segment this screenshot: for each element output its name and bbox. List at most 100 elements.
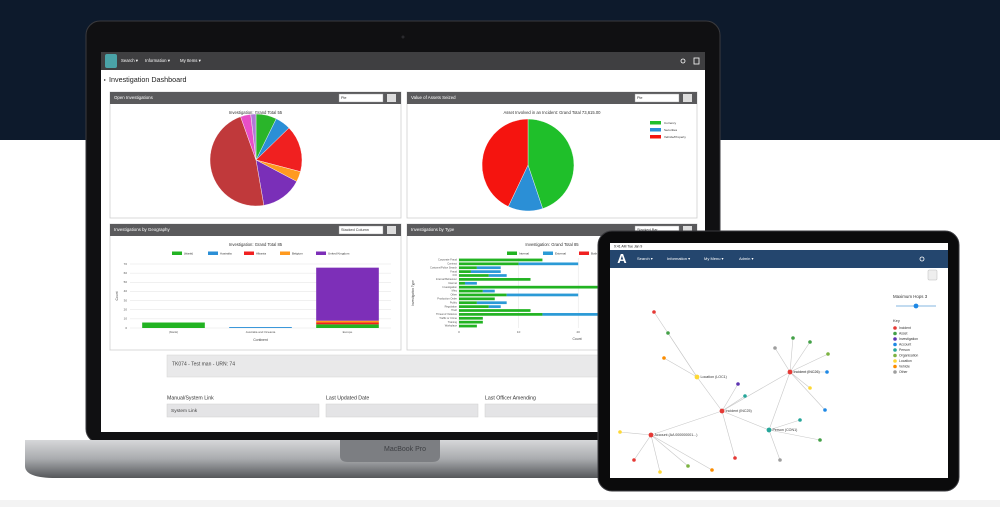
page-title: Investigation Dashboard (109, 75, 187, 84)
bar-segment (464, 281, 477, 285)
legend-swatch (208, 251, 218, 255)
graph-node[interactable] (826, 352, 830, 356)
y-axis-label: Investigation Type (411, 280, 415, 306)
nav-bar (101, 52, 705, 70)
graph-node[interactable] (710, 468, 714, 472)
graph-node[interactable] (766, 427, 772, 433)
y-tick-label: Workplace (445, 324, 458, 328)
graph-node[interactable] (618, 430, 622, 434)
y-tick-label: Customs/Police Search (430, 265, 458, 269)
hops-handle[interactable] (913, 303, 919, 309)
search-icon[interactable] (919, 256, 925, 262)
graph-node[interactable] (648, 432, 654, 438)
nav-item[interactable]: Search ▾ (637, 256, 653, 261)
chart-type-select[interactable] (338, 225, 384, 235)
graph-node[interactable] (719, 408, 725, 414)
graph-node[interactable] (736, 382, 740, 386)
nav-item[interactable]: Search ▾ (121, 58, 138, 63)
graph-node[interactable] (632, 458, 636, 462)
panel-header (110, 92, 401, 104)
y-tick-label: FOI (453, 273, 458, 277)
bar-segment (488, 274, 507, 277)
laptop-notch (340, 440, 440, 462)
bar-segment (459, 320, 483, 324)
graph-edge (768, 429, 821, 441)
legend-label: (blank) (184, 251, 193, 255)
legend-swatch (650, 121, 661, 125)
nav-item[interactable]: Admin ▾ (739, 256, 753, 261)
graph-edge (619, 431, 652, 436)
graph-node[interactable] (733, 456, 737, 460)
chart-type-select[interactable] (634, 93, 680, 103)
bar-segment (459, 278, 531, 281)
graph-node[interactable] (818, 438, 822, 442)
nav-item[interactable]: Information ▾ (145, 58, 170, 63)
key-label: Account (899, 342, 911, 346)
graph-edge (696, 376, 723, 412)
y-tick-label: 10 (124, 317, 128, 321)
bar-segment (316, 267, 379, 321)
field-box[interactable] (166, 403, 320, 418)
graph-node[interactable] (778, 458, 782, 462)
graph-node[interactable] (808, 340, 812, 344)
graph-edge (789, 353, 829, 373)
app-logo (105, 54, 117, 68)
graph-node[interactable] (787, 369, 793, 375)
graph-node[interactable] (773, 346, 777, 350)
panel-search[interactable] (683, 226, 692, 234)
status-bar: 9:41 AM Tue Jan 9 (614, 244, 642, 248)
key-swatch (893, 348, 897, 352)
y-tick-label: Training (448, 320, 458, 324)
y-tick-label: Traffic or Crime (439, 316, 457, 320)
graph-node[interactable] (823, 408, 827, 412)
field-label: Manual/System Link (167, 395, 214, 401)
field-box[interactable] (325, 403, 479, 418)
pie-slice (527, 118, 575, 209)
nav-item[interactable]: Information ▾ (667, 256, 690, 261)
graph-edge (721, 410, 770, 431)
panel-search[interactable] (683, 94, 692, 102)
bar-segment (482, 289, 495, 293)
key-swatch (893, 337, 897, 341)
graph-node[interactable] (743, 394, 747, 398)
y-tick-label: Contract (447, 262, 457, 266)
record-text: TK074 - Test man - URN: 74 (172, 361, 235, 367)
x-tick-label: Australia and Oceania (246, 330, 276, 334)
node-label: Account (AA 000000001...) (655, 433, 698, 437)
graph-node[interactable] (658, 470, 662, 474)
bar-segment (316, 322, 379, 325)
graph-node[interactable] (825, 370, 829, 374)
field-label: Last Officer Amending (485, 395, 536, 401)
bar-segment (316, 324, 379, 328)
graph-edge (768, 429, 781, 461)
search-icon[interactable] (680, 58, 686, 64)
legend-label: Albania (256, 251, 266, 255)
panel-search[interactable] (387, 226, 396, 234)
export-button[interactable] (927, 269, 938, 281)
tablet-nav-bar (610, 250, 948, 268)
logout-icon[interactable] (693, 57, 700, 65)
graph-node[interactable] (686, 464, 690, 468)
nav-item[interactable]: My Items ▾ (180, 58, 201, 63)
key-label: Person (899, 348, 910, 352)
y-axis-label: Count (115, 291, 119, 300)
y-tick-label: 70 (124, 262, 128, 266)
nav-item[interactable]: My Menu ▾ (704, 256, 724, 261)
graph-node[interactable] (662, 356, 666, 360)
bar-segment (488, 305, 501, 308)
graph-node[interactable] (808, 386, 812, 390)
chart-type-select[interactable] (338, 93, 384, 103)
graph-node[interactable] (652, 310, 656, 314)
graph-node[interactable] (694, 374, 700, 380)
y-tick-label: Investigation (442, 285, 457, 289)
bar-segment (142, 322, 205, 328)
graph-node[interactable] (798, 418, 802, 422)
graph-node[interactable] (666, 331, 670, 335)
key-label: Location (899, 359, 912, 363)
x-tick-label: 0 (458, 330, 460, 334)
panel-search[interactable] (387, 94, 396, 102)
graph-edge (663, 357, 698, 378)
y-tick-label: Internal Behaviour (436, 277, 457, 281)
graph-node[interactable] (791, 336, 795, 340)
bar-segment (229, 327, 292, 328)
